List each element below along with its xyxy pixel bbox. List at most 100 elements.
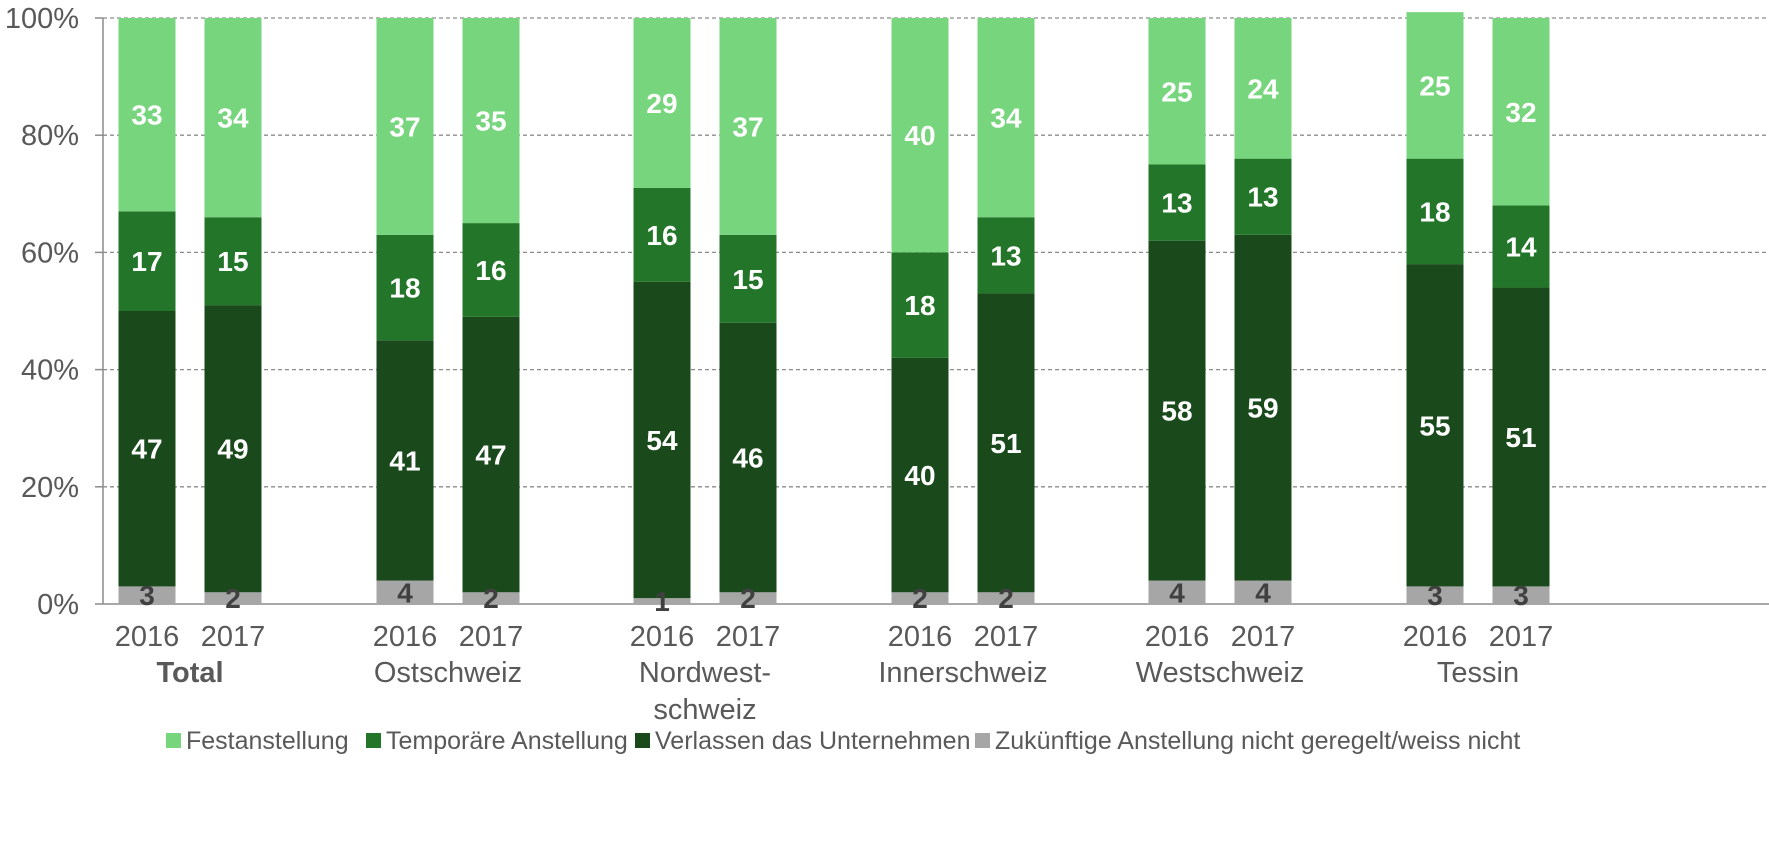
bar-segment	[1148, 164, 1206, 241]
data-label: 33	[131, 100, 162, 131]
year-label: 2017	[201, 621, 266, 653]
data-label: 46	[732, 443, 763, 474]
y-tick-label: 80%	[21, 120, 79, 152]
bar-segment	[977, 217, 1035, 294]
bar-segment	[1148, 580, 1206, 604]
bar-segment	[118, 586, 176, 604]
bar-segment	[1406, 12, 1464, 159]
group-label: Tessin	[1437, 657, 1519, 689]
data-label: 2	[483, 583, 499, 614]
data-label: 40	[904, 120, 935, 151]
bar-segment	[118, 18, 176, 212]
group-label: Ostschweiz	[374, 657, 522, 689]
legend-swatch	[166, 733, 181, 748]
year-label: 2017	[716, 621, 781, 653]
data-label: 47	[131, 434, 162, 465]
bar-segment	[1492, 586, 1550, 604]
bar-segment	[891, 18, 949, 253]
legend-swatch	[975, 733, 990, 748]
data-label: 34	[217, 103, 249, 134]
data-label: 25	[1419, 70, 1450, 101]
bar-segment	[1492, 205, 1550, 288]
bar-segment	[204, 592, 262, 604]
bar-segment	[977, 293, 1035, 593]
bar-segment	[1234, 580, 1292, 604]
data-label: 51	[1505, 422, 1536, 453]
bar-segment	[1406, 264, 1464, 587]
year-label: 2016	[630, 621, 695, 653]
legend-label: Festanstellung	[186, 727, 349, 755]
y-tick-label: 40%	[21, 355, 79, 387]
data-label: 37	[389, 111, 420, 142]
bar-segment	[633, 187, 691, 282]
bar-segment	[1492, 287, 1550, 587]
bar-segment	[204, 305, 262, 593]
data-label: 15	[217, 246, 248, 277]
bar-segment	[1234, 18, 1292, 159]
bar-segment	[376, 580, 434, 604]
legend-label: Zukünftige Anstellung nicht geregelt/wei…	[995, 727, 1520, 755]
y-tick-label: 0%	[37, 589, 79, 621]
data-label: 29	[646, 88, 677, 119]
data-label: 15	[732, 264, 763, 295]
x-axis-labels: 2016 2017 2016 2017 2016 2017 2016 2017 2016 2017…	[115, 621, 1554, 726]
data-label: 17	[131, 246, 162, 277]
bar-segment	[1406, 586, 1464, 604]
legend: Festanstellung Temporäre Anstellung Verlas…	[166, 727, 1520, 755]
data-label: 3	[1427, 580, 1443, 611]
bar-segment	[204, 18, 262, 218]
bars	[118, 12, 1550, 604]
bar-segment	[633, 281, 691, 599]
segment-labels: 3471733249153444118372471635154162924615…	[131, 70, 1537, 617]
bar-segment	[376, 234, 434, 341]
data-label: 3	[139, 580, 155, 611]
data-label: 54	[646, 425, 678, 456]
data-label: 24	[1247, 73, 1279, 104]
bar-segment	[462, 223, 520, 317]
year-label: 2017	[1489, 621, 1554, 653]
data-label: 41	[389, 445, 420, 476]
bar-segment	[1492, 18, 1550, 206]
data-label: 18	[1419, 196, 1450, 227]
data-label: 34	[990, 103, 1022, 134]
year-label: 2016	[373, 621, 438, 653]
legend-swatch	[366, 733, 381, 748]
data-label: 4	[1255, 577, 1271, 608]
year-label: 2016	[888, 621, 953, 653]
bar-segment	[462, 18, 520, 224]
legend-label: Temporäre Anstellung	[386, 727, 628, 755]
bar-segment	[633, 598, 691, 604]
data-label: 4	[397, 577, 413, 608]
data-label: 55	[1419, 410, 1450, 441]
group-label: Westschweiz	[1136, 657, 1305, 689]
data-label: 2	[740, 583, 756, 614]
group-label: schweiz	[653, 694, 756, 726]
group-label: Total	[156, 657, 223, 689]
bar-segment	[1234, 158, 1292, 235]
data-label: 2	[912, 583, 928, 614]
data-label: 1	[654, 586, 670, 617]
bar-segment	[376, 18, 434, 235]
bar-segment	[977, 592, 1035, 604]
data-label: 47	[475, 440, 506, 471]
year-label: 2016	[115, 621, 180, 653]
y-tick-label: 60%	[21, 237, 79, 269]
bar-segment	[118, 311, 176, 587]
data-label: 13	[990, 240, 1021, 271]
bar-segment	[204, 217, 262, 306]
data-label: 49	[217, 434, 248, 465]
data-label: 59	[1247, 393, 1278, 424]
bar-segment	[1148, 240, 1206, 581]
bar-segment	[1148, 18, 1206, 165]
data-label: 51	[990, 428, 1021, 459]
year-label: 2016	[1145, 621, 1210, 653]
bar-segment	[1234, 234, 1292, 581]
bar-segment	[719, 234, 777, 323]
year-label: 2017	[1231, 621, 1296, 653]
bar-segment	[376, 340, 434, 581]
bar-segment	[891, 252, 949, 358]
bar-segment	[719, 322, 777, 593]
data-label: 16	[475, 255, 506, 286]
group-label: Innerschweiz	[878, 657, 1047, 689]
